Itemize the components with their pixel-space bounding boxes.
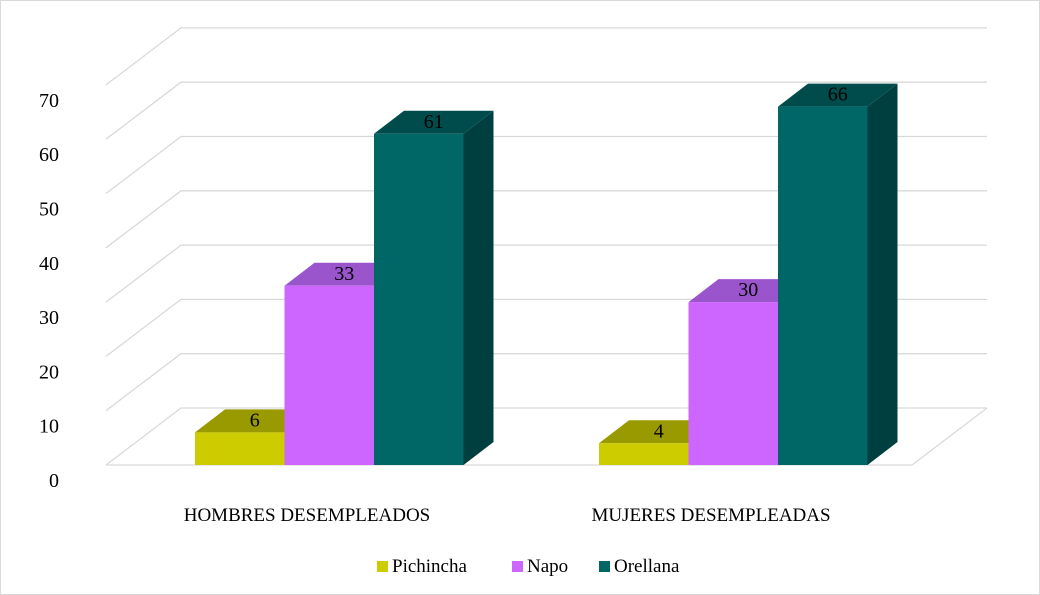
- bar-top: [374, 110, 494, 134]
- legend-label: Pichincha: [392, 556, 467, 577]
- data-label: 6: [250, 409, 260, 431]
- y-tick-label: 40: [39, 253, 59, 275]
- bar-front: [374, 133, 464, 465]
- bar-front: [688, 302, 778, 465]
- bar-top: [778, 83, 898, 107]
- gridline: [105, 190, 987, 249]
- category-label: MUJERES DESEMPLEADAS: [591, 505, 830, 526]
- y-tick-label: 60: [39, 144, 59, 166]
- data-label: 4: [654, 420, 664, 442]
- bars: [195, 83, 898, 466]
- data-label: 66: [828, 84, 848, 106]
- bar-orellana-1: [374, 110, 494, 466]
- bar-front: [284, 285, 374, 465]
- bar-side: [463, 110, 494, 466]
- bar-front: [195, 432, 285, 465]
- legend-swatch: [599, 561, 610, 572]
- legend-item-orellana: Orellana: [599, 556, 680, 577]
- y-tick-label: 30: [39, 307, 59, 329]
- y-axis: 0 10 20 30 40 50 60 70: [39, 90, 59, 492]
- data-label: 61: [424, 111, 444, 133]
- y-tick-label: 20: [39, 361, 59, 383]
- bar-side: [867, 83, 898, 466]
- y-tick-label: 0: [49, 470, 59, 492]
- legend-item-napo: Napo: [512, 556, 568, 577]
- gridline: [105, 27, 987, 86]
- legend-swatch: [377, 561, 388, 572]
- legend-item-pichincha: Pichincha: [377, 556, 467, 577]
- data-label: 30: [738, 279, 758, 301]
- gridline: [105, 81, 987, 140]
- legend: Pichincha Napo Orellana: [377, 556, 680, 577]
- bar-orellana-2: [778, 83, 898, 466]
- category-label: HOMBRES DESEMPLEADOS: [184, 505, 431, 526]
- gridline: [105, 244, 987, 303]
- legend-swatch: [512, 561, 523, 572]
- y-tick-label: 50: [39, 199, 59, 221]
- bar-front: [599, 443, 689, 465]
- x-axis: HOMBRES DESEMPLEADOS MUJERES DESEMPLEADAS: [184, 505, 831, 526]
- y-tick-label: 10: [39, 416, 59, 438]
- grid-lines: [105, 27, 988, 466]
- y-tick-label: 70: [39, 90, 59, 112]
- legend-label: Orellana: [614, 556, 680, 577]
- gridline: [105, 135, 987, 195]
- legend-label: Napo: [527, 556, 568, 577]
- data-label: 33: [334, 263, 354, 285]
- data-labels: 6 33 61 4 30 66: [250, 84, 848, 443]
- bar-front: [778, 106, 868, 466]
